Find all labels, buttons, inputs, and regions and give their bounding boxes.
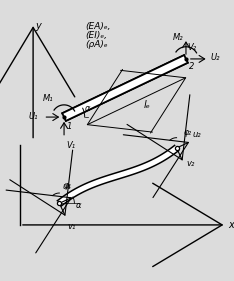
Text: U₁: U₁ [28, 112, 38, 121]
Polygon shape [57, 146, 179, 206]
Text: M₂: M₂ [173, 33, 184, 42]
Text: V₂: V₂ [188, 43, 197, 52]
Text: u₁: u₁ [62, 182, 71, 191]
Text: (ρA)ₑ: (ρA)ₑ [86, 40, 108, 49]
Text: x: x [228, 220, 234, 230]
Text: u₂: u₂ [193, 130, 201, 139]
Text: v₂: v₂ [186, 159, 195, 168]
Text: φ₁: φ₁ [64, 181, 72, 190]
Text: U₂: U₂ [210, 53, 220, 62]
Text: v₁: v₁ [67, 222, 76, 231]
Text: α: α [75, 201, 81, 210]
Text: M₁: M₁ [43, 94, 53, 103]
Polygon shape [62, 55, 188, 121]
Text: (EA)ₑ,: (EA)ₑ, [86, 22, 111, 31]
Text: y: y [35, 21, 41, 31]
Text: (EI)ₑ,: (EI)ₑ, [86, 31, 108, 40]
Text: 1: 1 [67, 122, 72, 131]
Text: V₁: V₁ [66, 140, 75, 149]
Text: φ₂: φ₂ [184, 128, 192, 137]
Text: lₑ: lₑ [144, 100, 151, 110]
Text: 2: 2 [189, 62, 194, 71]
Text: α: α [85, 103, 90, 112]
